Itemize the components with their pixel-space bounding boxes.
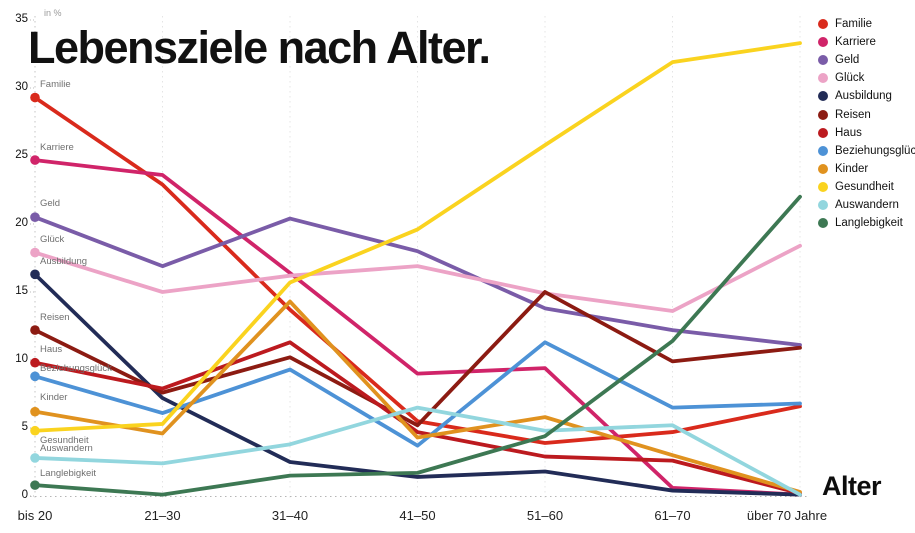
legend-item-Langlebigkeit: Langlebigkeit [818,214,903,232]
start-dot-Kinder [30,406,40,417]
y-tick-label: 15 [15,285,28,297]
legend-dot-icon [818,181,828,192]
start-dot-Geld [30,212,40,222]
series-label-Kinder: Kinder [40,391,68,403]
series-label-Langlebigkeit: Langlebigkeit [40,468,96,480]
start-dot-Karriere [30,155,40,165]
y-tick-label: 25 [15,149,28,161]
legend-item-Familie: Familie [818,15,872,33]
start-dot-Langlebigkeit [30,480,40,490]
series-label-Ausbildung: Ausbildung [40,256,88,268]
x-tick-label: über 70 Jahre [746,508,828,523]
legend-dot-icon [818,200,828,210]
legend-dot-icon [818,73,828,84]
legend-label: Kinder [835,162,869,175]
series-label-Haus: Haus [40,343,63,355]
start-dot-Beziehungsglück [30,371,40,382]
legend-dot-icon [818,19,828,29]
y-tick-label: 30 [15,81,28,93]
x-axis-title: Alter [822,471,882,501]
legend-item-Haus: Haus [818,124,862,142]
line-Reisen [33,290,802,428]
legend-item-Geld: Geld [818,51,859,69]
start-dot-Auswandern [30,453,40,463]
start-dot-Gesundheit [30,425,40,436]
y-axis-unit-label: in % [44,8,62,18]
legend-dot-icon [818,37,828,48]
page-title: Lebensziele nach Alter. [28,22,491,73]
legend-label: Langlebigkeit [835,217,903,230]
series-label-Familie: Familie [40,78,71,90]
legend-dot-icon [818,127,828,138]
legend-item-Kinder: Kinder [818,160,868,178]
series-label-Geld: Geld [40,198,61,210]
start-dot-Haus [30,357,40,368]
x-tick-label: 31–40 [271,508,309,523]
legend-dot-icon [818,218,828,229]
legend-label: Gesundheit [835,180,894,193]
line-Glück [33,243,802,313]
series-label-Gesundheit: Gesundheit [40,434,89,446]
legend-dot-icon [818,109,828,120]
start-dot-Ausbildung [30,269,40,280]
series-label-Beziehungsglück: Beziehungsglück [40,363,112,375]
legend-label: Familie [835,18,873,30]
legend-item-Reisen: Reisen [818,106,871,124]
legend-label: Reisen [835,108,871,121]
x-tick-label: 41–50 [399,508,436,523]
x-tick-label: 21–30 [144,508,181,523]
y-tick-label: 5 [21,421,28,433]
line-Gesundheit [33,41,802,433]
line-Auswandern [33,405,802,497]
legend-label: Geld [835,54,860,67]
legend-item-Beziehungsglück: Beziehungsglück [818,142,915,160]
x-tick-label: 61–70 [654,508,691,523]
line-Beziehungsglück [33,340,802,448]
series-label-Reisen: Reisen [40,312,70,324]
y-tick-label: 35 [15,13,28,25]
legend-label: Karriere [835,36,876,49]
y-tick-label: 0 [21,489,28,501]
line-Geld [33,215,802,347]
y-tick-label: 10 [15,353,28,365]
x-tick-label: bis 20 [17,508,53,523]
line-Familie [33,95,802,445]
line-Ausbildung [33,272,802,497]
line-Haus [33,340,802,496]
start-dot-Familie [30,92,40,103]
series-label-Glück: Glück [40,233,65,245]
legend-dot-icon [818,55,828,66]
legend-dot-icon [818,91,828,102]
legend-item-Gesundheit: Gesundheit [818,178,894,196]
legend-item-Auswandern: Auswandern [818,196,899,214]
legend-label: Glück [835,72,865,85]
legend-label: Ausbildung [835,90,892,103]
series-label-Auswandern: Auswandern [40,442,93,454]
start-dot-Glück [30,247,40,258]
legend-dot-icon [818,163,828,174]
start-dot-Reisen [30,325,40,335]
legend-label: Beziehungsglück [835,144,915,157]
legend-item-Ausbildung: Ausbildung [818,87,892,105]
line-Langlebigkeit [33,194,802,497]
legend-item-Karriere: Karriere [818,33,876,51]
y-tick-label: 20 [15,217,28,229]
line-Karriere [33,158,802,497]
legend-dot-icon [818,145,828,156]
line-Kinder [33,299,802,494]
legend-item-Glück: Glück [818,69,864,87]
legend-label: Haus [835,126,862,139]
legend-label: Auswandern [835,199,899,211]
x-tick-label: 51–60 [526,508,564,523]
series-label-Karriere: Karriere [40,142,74,154]
